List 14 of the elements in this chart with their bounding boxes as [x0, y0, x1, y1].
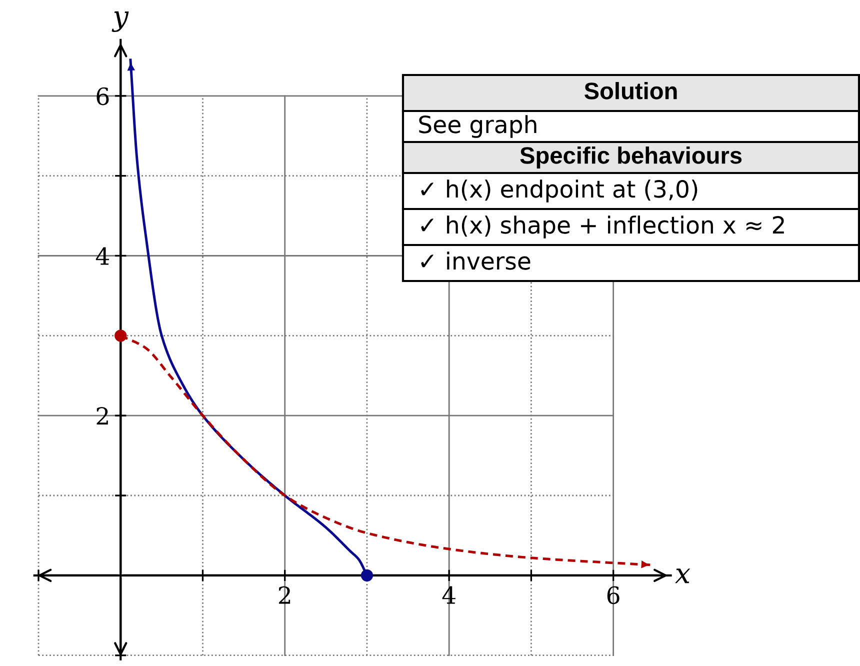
y-tick-label: 4 — [96, 247, 110, 265]
x-axis-title: x — [674, 568, 690, 584]
annotation: See graph — [419, 115, 536, 138]
x-tick-label: 6 — [607, 586, 620, 604]
x-tick-label: 2 — [278, 586, 290, 604]
x-tick-label: 4 — [442, 586, 456, 604]
annotation: ✓ h(x) shape + inflection x ≈ 2 — [421, 216, 784, 238]
y-tick-label: 2 — [96, 407, 108, 425]
annotation: Solution — [584, 82, 677, 100]
y-tick-label: 6 — [96, 87, 109, 106]
y-axis-title: y — [112, 11, 129, 32]
annotation: ✓ inverse — [421, 252, 530, 270]
annotation: Specific behaviours — [520, 146, 742, 169]
annotation: ✓ h(x) endpoint at (3,0) — [421, 180, 698, 202]
